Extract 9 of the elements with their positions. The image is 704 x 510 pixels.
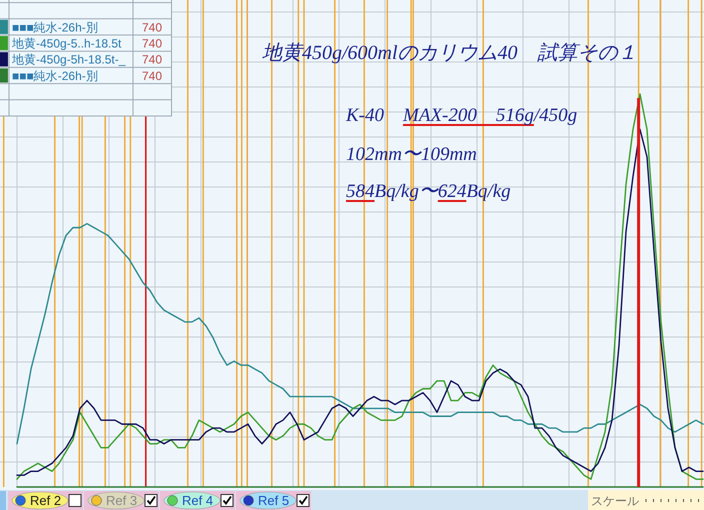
legend-label: ■■■純水-26h-別 xyxy=(12,68,98,83)
text: 740 xyxy=(142,68,162,83)
text: 740 xyxy=(142,20,162,34)
legend-label: ■■■純水-26h-別 xyxy=(12,20,98,34)
legend-label: 地黄-450g-5h-18.5t-_ xyxy=(11,52,126,67)
text: 740 xyxy=(142,36,162,50)
text: 740 xyxy=(142,52,162,67)
legend-label: 地黄-450g-5..h-18.5t xyxy=(11,36,122,50)
scale-panel: スケール xyxy=(588,490,704,510)
